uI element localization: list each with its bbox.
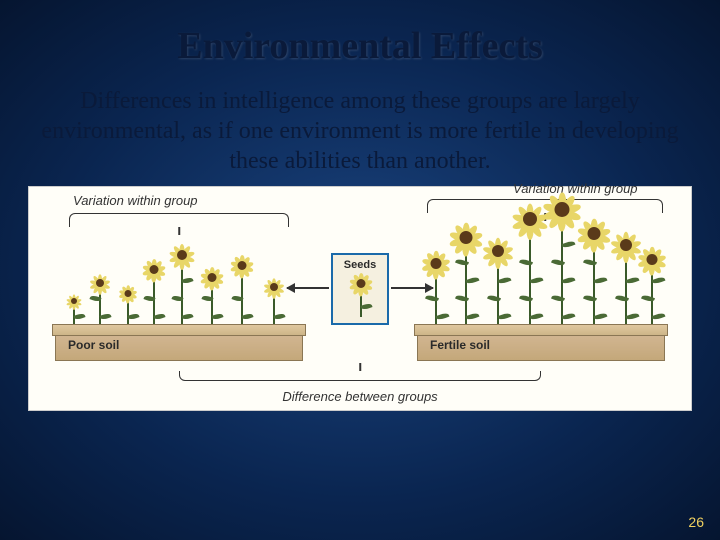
arrow-right <box>391 287 433 289</box>
slide-subtitle: Differences in intelligence among these … <box>0 68 720 186</box>
top-bracket <box>69 213 289 227</box>
soil-label: Poor soil <box>68 338 119 352</box>
flower <box>651 259 653 327</box>
variation-label: Variation within group <box>513 181 638 196</box>
soil-label: Fertile soil <box>430 338 490 352</box>
variation-label: Variation within group <box>73 193 198 208</box>
flower <box>181 255 183 327</box>
flower <box>529 219 531 327</box>
flower <box>593 233 595 327</box>
flower <box>625 245 627 327</box>
flower <box>435 263 437 327</box>
flower <box>99 283 101 327</box>
slide-title: Environmental Effects <box>0 0 720 68</box>
diagram-container: Variation within groupPoor soilVariation… <box>28 186 692 411</box>
difference-label: Difference between groups <box>282 389 437 404</box>
flower <box>153 269 155 327</box>
planter: Fertile soil <box>417 329 665 361</box>
arrow-left <box>287 287 329 289</box>
flower <box>273 287 275 327</box>
flower <box>497 251 499 327</box>
flower <box>127 293 129 327</box>
page-number: 26 <box>688 514 704 530</box>
flower <box>465 237 467 327</box>
flower <box>211 277 213 327</box>
seedbox-label: Seeds <box>333 259 387 271</box>
planter: Poor soil <box>55 329 303 361</box>
flower <box>561 209 563 327</box>
bottom-bracket <box>179 371 541 381</box>
flower <box>360 283 362 317</box>
seedbox: Seeds <box>331 253 389 325</box>
flower <box>241 265 243 327</box>
